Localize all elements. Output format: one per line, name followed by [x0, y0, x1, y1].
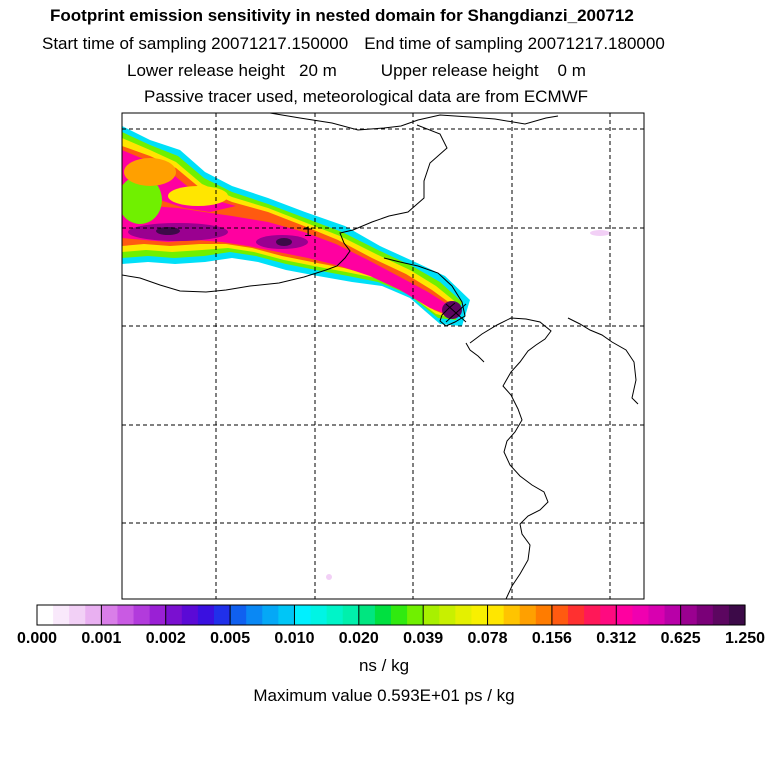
colorbar-tick-label: 0.625 — [661, 630, 701, 647]
contour-label-text: 1 — [304, 223, 312, 239]
coastlines — [122, 113, 639, 599]
colorbar-cell — [165, 605, 183, 625]
colorbar-cell — [278, 605, 296, 625]
colorbar-cell — [551, 605, 569, 625]
colorbar-tick-label: 0.039 — [403, 630, 443, 647]
start-time-label: Start time of sampling 20071217.150000 — [42, 34, 349, 53]
colorbar-cell — [53, 605, 70, 625]
colorbar-cell — [117, 605, 135, 625]
station-cross-b — [445, 303, 467, 323]
colorbar-cell — [230, 605, 247, 625]
colorbar: 0.000 0.001 0.002 0.005 0.010 0.020 0.039 0.078… — [17, 604, 765, 647]
colorbar-frame — [36, 604, 746, 626]
coastline-korea — [567, 317, 639, 405]
colorbar-cell — [391, 605, 408, 625]
release-heights: Lower release height 20 m Upper release h… — [127, 61, 586, 81]
colorbar-cell — [262, 605, 279, 625]
colorbar-cell — [632, 605, 650, 625]
coastline-north — [122, 113, 559, 293]
colorbar-cell — [407, 605, 424, 625]
colorbar-cell — [455, 605, 473, 625]
colorbar-tick-label: 0.000 — [17, 630, 57, 647]
upper-height-label: Upper release height — [380, 61, 539, 80]
colorbar-cell — [358, 605, 376, 625]
colorbar-cell — [584, 605, 601, 625]
colorbar-tick-label: 0.005 — [210, 630, 250, 647]
coastline-bohai — [383, 257, 552, 599]
colorbar-cell — [728, 605, 746, 625]
colorbar-cell — [326, 605, 344, 625]
colorbar-cell — [439, 605, 456, 625]
colorbar-cell — [214, 605, 231, 625]
colorbar-cell — [310, 605, 328, 625]
plume-spot-south — [326, 574, 332, 580]
maximum-value: Maximum value 0.593E+01 ps / kg — [253, 686, 515, 705]
colorbar-cell — [294, 605, 312, 625]
plume-blob-yellow — [168, 186, 228, 206]
colorbar-cell — [600, 605, 617, 625]
colorbar-tick-label: 0.020 — [339, 630, 379, 647]
plume-max-mid — [276, 238, 292, 246]
colorbar-tick-label: 0.002 — [146, 630, 186, 647]
colorbar-cell — [181, 605, 199, 625]
colorbar-cell — [342, 605, 360, 625]
colorbar-cell — [519, 605, 537, 625]
coastline-peninsula — [465, 342, 485, 363]
plume-blob-orange — [124, 158, 176, 186]
colorbar-cell — [423, 605, 440, 625]
colorbar-cell — [648, 605, 666, 625]
sampling-times: Start time of sampling 20071217.150000 En… — [42, 34, 665, 54]
colorbar-cell — [696, 605, 714, 625]
colorbar-cell — [133, 605, 151, 625]
colorbar-cell — [37, 605, 54, 625]
colorbar-cell — [680, 605, 698, 625]
colorbar-cell — [85, 605, 102, 625]
colorbar-cell — [664, 605, 682, 625]
colorbar-tick-label: 0.078 — [468, 630, 508, 647]
colorbar-cell — [535, 605, 553, 625]
chart-title: Footprint emission sensitivity in nested… — [50, 6, 634, 25]
plume-spot-east — [590, 230, 610, 236]
plume-blob-green — [122, 176, 162, 224]
plume-max-west — [156, 227, 180, 235]
colorbar-cell — [471, 605, 489, 625]
colorbar-tick-label: 0.156 — [532, 630, 572, 647]
colorbar-cell — [246, 605, 263, 625]
lower-height-value: 20 m — [299, 61, 337, 80]
gridlines — [122, 113, 644, 599]
map-frame — [121, 112, 645, 600]
station-marker — [445, 303, 467, 323]
contour-label: 1 — [303, 223, 312, 239]
colorbar-units: ns / kg — [358, 656, 410, 675]
colorbar-tick-label: 0.312 — [596, 630, 636, 647]
colorbar-tick-label: 0.001 — [81, 630, 121, 647]
colorbar-cell — [503, 605, 521, 625]
end-time-label: End time of sampling 20071217.180000 — [364, 34, 665, 53]
colorbar-cell — [712, 605, 730, 625]
colorbar-cell — [149, 605, 167, 625]
colorbar-cell — [374, 605, 392, 625]
colorbar-cell — [487, 605, 505, 625]
colorbar-cell — [69, 605, 86, 625]
colorbar-cell — [101, 605, 119, 625]
colorbar-tick-label: 1.250 — [725, 630, 765, 647]
tracer-note: Passive tracer used, meteorological data… — [144, 87, 589, 106]
colorbar-cell — [616, 605, 633, 625]
colorbar-tick-label: 0.010 — [274, 630, 314, 647]
upper-height-value: 0 m — [557, 61, 586, 80]
colorbar-cell — [568, 605, 585, 625]
colorbar-cell — [197, 605, 215, 625]
lower-height-label: Lower release height — [127, 61, 285, 80]
